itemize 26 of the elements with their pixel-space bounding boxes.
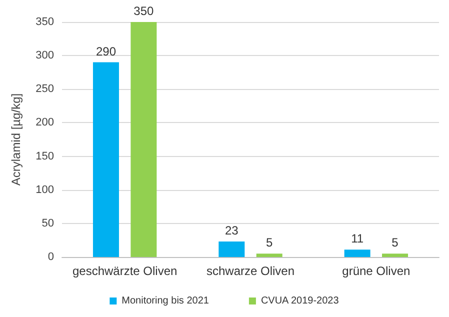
y-axis-title: Acrylamid [µg/kg] — [9, 93, 23, 186]
bar — [256, 254, 282, 257]
data-label: 350 — [134, 4, 154, 18]
x-tick-label: geschwärzte Oliven — [72, 264, 178, 278]
legend-label: Monitoring bis 2021 — [122, 296, 210, 306]
data-label: 5 — [266, 236, 274, 250]
y-tick-label: 50 — [42, 217, 54, 230]
x-tick-label: schwarze Oliven — [206, 264, 295, 278]
y-tick-label: 0 — [48, 251, 54, 263]
legend-label: CVUA 2019-2023 — [260, 296, 340, 306]
bar — [130, 22, 157, 257]
y-tick-label: 300 — [36, 50, 54, 62]
y-tick-label: 200 — [36, 116, 54, 129]
data-label: 11 — [351, 232, 364, 246]
y-tick-label: 150 — [36, 150, 54, 162]
y-tick-label: 350 — [36, 16, 54, 28]
data-label: 290 — [96, 44, 116, 58]
bar — [92, 62, 119, 257]
bar — [218, 242, 245, 257]
bar — [344, 250, 370, 257]
bar — [382, 254, 408, 257]
data-label: 5 — [392, 236, 399, 250]
x-tick-label: grüne Oliven — [342, 264, 410, 278]
y-tick-label: 100 — [36, 184, 54, 196]
data-label: 23 — [224, 224, 239, 238]
y-tick-label: 250 — [36, 83, 54, 96]
